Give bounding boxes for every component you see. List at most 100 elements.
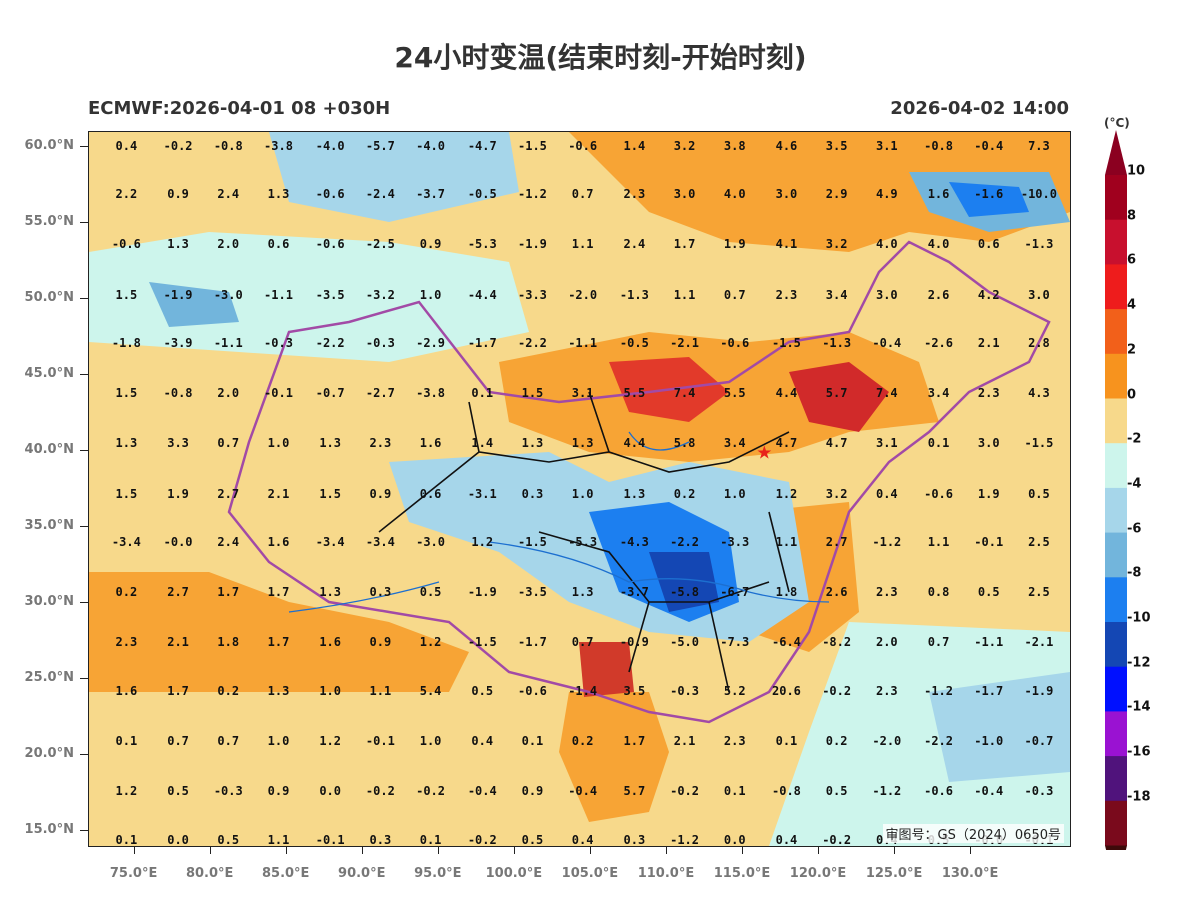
grid-value: 4.0	[927, 237, 950, 252]
x-tick	[437, 846, 439, 854]
model-run-label: ECMWF:2026-04-01 08 +030H	[88, 98, 391, 119]
x-tick	[818, 846, 820, 854]
grid-value: 1.1	[673, 287, 696, 302]
x-tick-label: 125.0°E	[865, 866, 923, 881]
grid-value: 5.5	[623, 386, 646, 401]
cool-region-siberia	[269, 132, 519, 222]
colorbar-label: 10	[1127, 163, 1146, 179]
grid-value: -2.5	[365, 237, 395, 252]
grid-value: 1.1	[267, 832, 290, 847]
grid-value: 1.3	[571, 585, 594, 600]
grid-value: -3.3	[518, 287, 547, 302]
colorbar-unit: (°C)	[1104, 116, 1130, 130]
grid-value: 0.0	[167, 832, 189, 847]
grid-value: -0.1	[365, 734, 395, 749]
grid-value: -1.5	[1024, 436, 1054, 451]
grid-value: -1.5	[518, 138, 547, 153]
y-tick-label: 60.0°N	[24, 138, 74, 154]
grid-value: -3.8	[264, 138, 293, 153]
grid-value: -1.2	[924, 684, 953, 699]
y-tick	[80, 753, 88, 755]
grid-value: 20.6	[772, 684, 801, 699]
grid-value: 1.1	[369, 684, 392, 699]
grid-value: 2.3	[723, 734, 746, 749]
y-tick	[80, 146, 88, 148]
grid-value: -1.5	[467, 635, 497, 650]
grid-value: -3.0	[416, 535, 446, 550]
star-icon: ★	[756, 442, 773, 464]
grid-value: 0.7	[217, 734, 240, 749]
colorbar-label: -6	[1127, 521, 1142, 537]
grid-value: -1.0	[974, 734, 1004, 749]
colorbar-label: -8	[1127, 565, 1142, 581]
x-tick	[133, 846, 135, 854]
grid-value: 1.9	[723, 237, 746, 252]
grid-value: -0.6	[924, 486, 953, 501]
grid-value: -1.7	[518, 635, 547, 650]
grid-value: 0.1	[927, 436, 950, 451]
grid-value: 3.4	[723, 436, 746, 451]
warm-region-south	[559, 692, 669, 822]
grid-value: 0.7	[927, 635, 950, 650]
grid-value: -3.9	[163, 336, 193, 351]
grid-value: -0.6	[720, 336, 750, 351]
grid-value: -2.1	[670, 336, 699, 351]
y-tick	[80, 298, 88, 300]
grid-value: -1.8	[111, 336, 141, 351]
grid-value: 0.5	[471, 684, 494, 699]
grid-value: -3.0	[213, 287, 243, 302]
grid-value: 2.3	[875, 684, 898, 699]
grid-value: 1.3	[167, 237, 189, 252]
grid-value: -4.7	[467, 138, 497, 153]
grid-value: -0.3	[213, 784, 243, 799]
y-tick	[80, 374, 88, 376]
review-number: 审图号：GS（2024）0650号	[882, 824, 1064, 843]
grid-value: 1.5	[521, 386, 544, 401]
grid-value: 0.3	[369, 585, 392, 600]
grid-value: -2.1	[1024, 635, 1054, 650]
grid-value: -3.2	[365, 287, 395, 302]
grid-value: 0.0	[319, 784, 342, 799]
grid-value: -0.6	[315, 187, 345, 202]
grid-value: -3.8	[416, 386, 446, 401]
grid-value: 0.7	[217, 436, 240, 451]
cool-region-pacific	[929, 672, 1070, 782]
colorbar-segment	[1105, 219, 1127, 265]
grid-value: 0.5	[977, 585, 1000, 600]
grid-value: 0.1	[115, 734, 138, 749]
y-tick-label: 35.0°N	[24, 517, 74, 533]
grid-value: -2.2	[315, 336, 345, 351]
grid-value: 1.5	[115, 386, 138, 401]
y-tick	[80, 450, 88, 452]
grid-value: 3.4	[825, 287, 848, 302]
grid-value: -3.7	[416, 187, 446, 202]
grid-value: -0.7	[1024, 734, 1054, 749]
y-tick-label: 55.0°N	[24, 214, 74, 230]
grid-value: 1.5	[115, 486, 138, 501]
grid-value: 1.3	[521, 436, 544, 451]
grid-value: 2.6	[825, 585, 848, 600]
grid-value: 1.4	[471, 436, 494, 451]
grid-value: 3.0	[775, 187, 798, 202]
grid-value: 0.9	[419, 237, 442, 252]
x-tick-label: 80.0°E	[185, 866, 234, 881]
grid-value: -3.4	[315, 535, 345, 550]
grid-value: 1.3	[267, 187, 290, 202]
grid-value: -5.3	[467, 237, 497, 252]
grid-value: 0.5	[419, 585, 442, 600]
grid-value: 2.8	[1028, 336, 1050, 351]
grid-value: -3.5	[315, 287, 345, 302]
grid-value: 3.8	[723, 138, 746, 153]
grid-value: -0.1	[264, 386, 293, 401]
colorbar-label: -16	[1127, 744, 1151, 760]
grid-value: 0.1	[521, 734, 544, 749]
grid-value: -0.1	[315, 832, 345, 847]
grid-value: 0.4	[571, 832, 594, 847]
grid-value: -2.2	[518, 336, 547, 351]
grid-value: 0.5	[217, 832, 240, 847]
grid-value: -5.8	[670, 585, 699, 600]
x-tick	[742, 846, 743, 854]
colorbar-segment	[1105, 532, 1127, 578]
grid-value: -0.9	[619, 635, 649, 650]
grid-value: -1.3	[822, 336, 852, 351]
